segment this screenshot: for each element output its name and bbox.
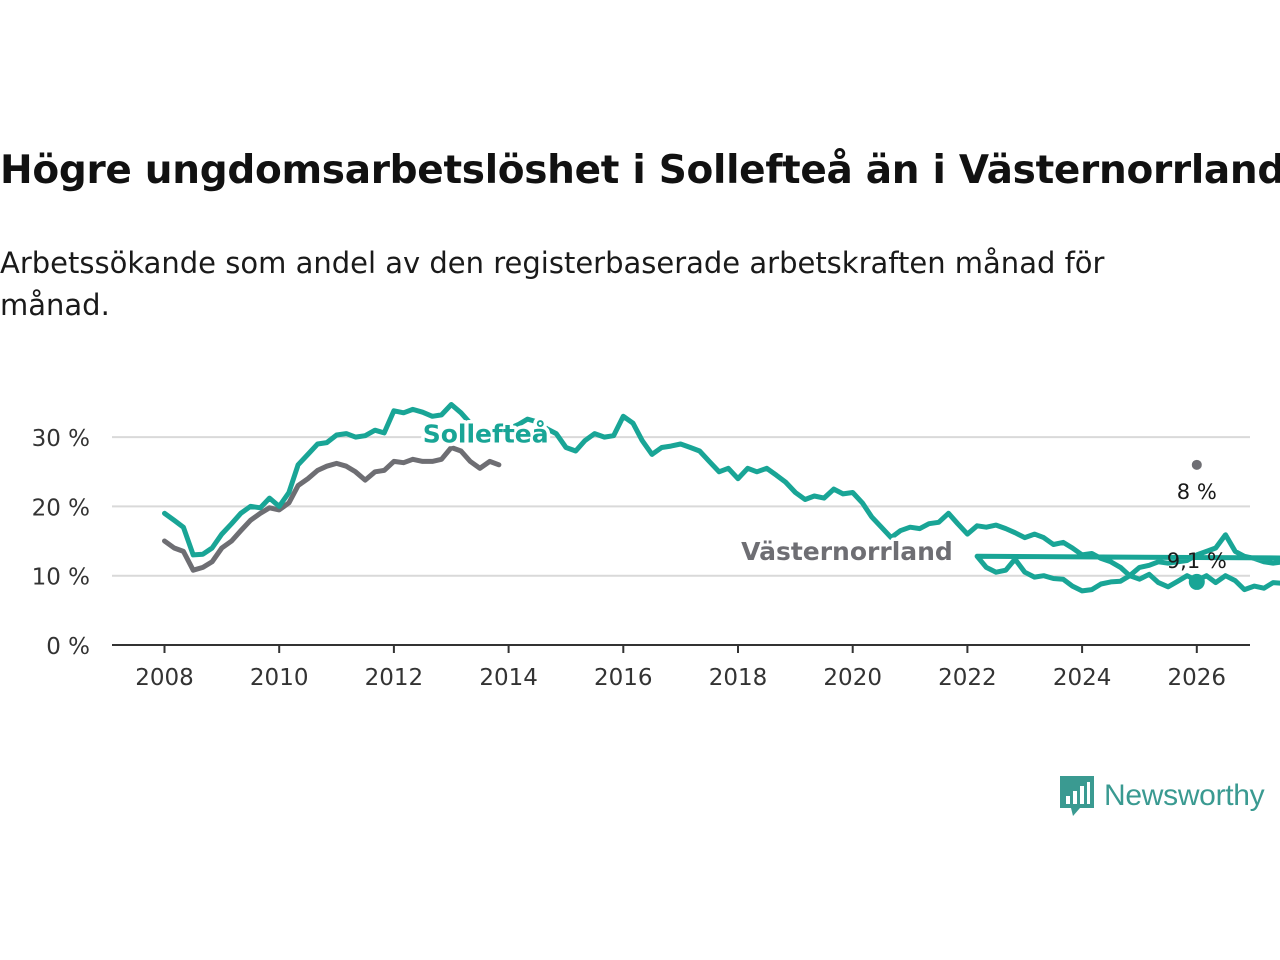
chart-title: Högre ungdomsarbetslöshet i Sollefteå än… [0, 148, 1280, 193]
series-label-halo: Sollefteå [423, 420, 549, 449]
y-tick-label-30: 30 % [32, 426, 90, 452]
end-label-västernorrland: 8 % [1177, 480, 1217, 504]
y-tick-label-0: 0 % [46, 634, 90, 660]
end-label-sollefteå: 9,1 % [1167, 549, 1227, 573]
x-tick-label-2020: 2020 [823, 665, 882, 691]
newsworthy-logo-icon [1060, 776, 1094, 816]
line-chart: 0 % 10 % 20 % 30 % 2008 2010 2012 2014 2016 2018 2… [32, 402, 1280, 691]
series-label: Västernorrland [741, 537, 953, 566]
series-label: Sollefteå [423, 420, 549, 449]
x-tick-label-2026: 2026 [1168, 665, 1227, 691]
chart-subtitle: Arbetssökande som andel av den registerb… [0, 246, 1105, 322]
newsworthy-logo: Newsworthy [1058, 774, 1265, 818]
series-line-västernorrland [162, 445, 502, 573]
y-tick-label-10: 10 % [32, 565, 90, 591]
x-tick-label-2008: 2008 [135, 665, 194, 691]
series-line-sollefteå [162, 402, 1280, 594]
x-tick-label-2016: 2016 [594, 665, 653, 691]
end-point-västernorrland [1191, 459, 1202, 470]
x-tick-label-2018: 2018 [709, 665, 768, 691]
x-tick-label-2012: 2012 [365, 665, 424, 691]
series-label-halo: Västernorrland [741, 537, 953, 566]
y-tick-label-20: 20 % [32, 495, 90, 521]
end-point-sollefteå [1188, 573, 1205, 590]
x-tick-label-2024: 2024 [1053, 665, 1112, 691]
x-tick-label-2014: 2014 [479, 665, 538, 691]
x-tick-label-2022: 2022 [938, 665, 997, 691]
newsworthy-brand-name: Newsworthy [1104, 779, 1265, 812]
x-tick-label-2010: 2010 [250, 665, 309, 691]
